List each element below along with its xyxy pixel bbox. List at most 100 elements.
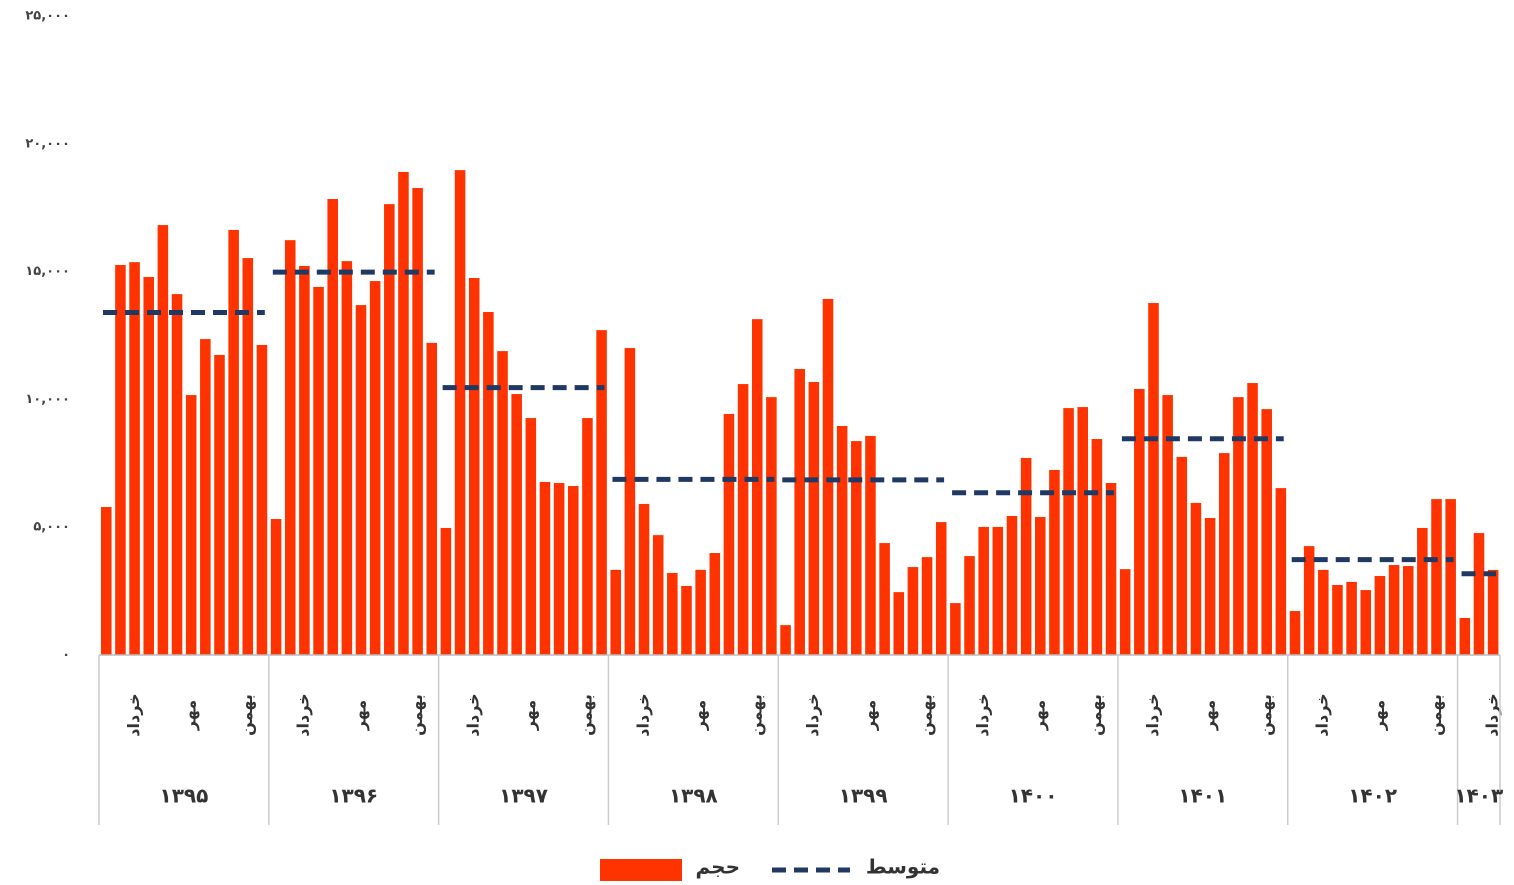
bar	[412, 188, 423, 655]
bar	[1261, 409, 1272, 655]
bar	[1162, 395, 1173, 655]
y-tick-label: ۱۵,۰۰۰	[25, 264, 70, 279]
x-tick-label: مهر	[1030, 700, 1049, 731]
legend-label: حجم	[695, 855, 740, 879]
bar	[398, 171, 409, 655]
group-label: ۱۴۰۰	[1009, 784, 1058, 808]
bar	[865, 435, 876, 655]
bar	[624, 348, 636, 655]
bar	[1020, 457, 1032, 655]
bar	[964, 556, 975, 655]
bar	[143, 276, 155, 655]
bar	[1049, 469, 1060, 655]
x-tick-label: بهمن	[916, 694, 935, 736]
bar	[1459, 617, 1471, 655]
y-tick-label: ۱۰,۰۰۰	[25, 392, 70, 407]
bar	[1487, 569, 1499, 655]
x-tick-label: خرداد	[1143, 693, 1162, 736]
bar	[1431, 499, 1442, 655]
bar	[426, 342, 438, 655]
legend-swatch	[600, 859, 682, 881]
x-tick-label: مهر	[1199, 700, 1218, 731]
bar	[355, 305, 367, 655]
bar	[539, 481, 551, 655]
group-label: ۱۴۰۳	[1454, 784, 1503, 808]
bar	[1218, 453, 1230, 655]
x-tick-label: بهمن	[577, 694, 596, 736]
x-tick-label: مهر	[350, 700, 369, 731]
legend-label: متوسط	[866, 855, 940, 879]
x-tick-label: بهمن	[747, 694, 766, 736]
bar	[1119, 569, 1131, 655]
bar	[596, 330, 607, 655]
bar	[1176, 456, 1188, 655]
bar	[610, 569, 622, 655]
x-tick-label: بهمن	[407, 694, 426, 736]
x-tick-label: مهر	[180, 700, 199, 731]
bar	[553, 482, 565, 655]
bar	[737, 384, 749, 655]
bar	[511, 394, 522, 655]
bar	[780, 625, 791, 655]
bar	[907, 567, 919, 655]
bar	[483, 311, 494, 655]
bar	[1134, 388, 1145, 655]
bar	[709, 553, 721, 655]
group-label: ۱۳۹۶	[329, 784, 378, 808]
group-label: ۱۳۹۸	[669, 784, 718, 808]
group-label: ۱۳۹۷	[499, 784, 548, 808]
bar	[1275, 488, 1287, 655]
bar	[214, 354, 225, 655]
bar	[695, 569, 706, 655]
bar	[1233, 397, 1244, 655]
bar	[638, 503, 650, 655]
bar	[836, 425, 848, 655]
bar	[978, 526, 989, 655]
bar	[1148, 303, 1159, 655]
bar	[1035, 516, 1046, 655]
bar	[242, 258, 254, 655]
x-tick-label: بهمن	[237, 694, 256, 736]
bar	[525, 418, 537, 655]
x-tick-label: مهر	[1369, 700, 1388, 731]
bar	[1360, 590, 1372, 655]
group-label: ۱۴۰۱	[1178, 784, 1227, 808]
bar	[468, 277, 480, 655]
bar	[1473, 533, 1485, 655]
bar	[1077, 407, 1089, 655]
bar	[1289, 611, 1301, 655]
x-tick-label: مهر	[520, 700, 539, 731]
bar	[228, 229, 239, 655]
bar	[327, 199, 338, 656]
bar	[950, 603, 961, 655]
x-tick-label: خرداد	[1482, 693, 1501, 736]
x-tick-label: خرداد	[973, 693, 992, 736]
bar	[101, 507, 112, 655]
bar	[299, 265, 310, 655]
bar	[822, 298, 834, 655]
bar	[723, 413, 735, 655]
bar	[115, 264, 126, 655]
bar	[568, 486, 579, 655]
x-tick-label: خرداد	[1313, 693, 1332, 736]
bar	[185, 395, 197, 655]
bar	[893, 592, 905, 655]
bar	[1091, 439, 1103, 655]
bar	[1332, 584, 1343, 655]
bar	[1346, 581, 1357, 655]
bar	[1388, 565, 1400, 655]
bar	[582, 418, 593, 655]
bar	[751, 319, 763, 655]
group-label: ۱۳۹۹	[839, 784, 888, 808]
bar	[794, 368, 805, 655]
bar	[1417, 527, 1428, 655]
bar	[171, 294, 183, 655]
bar	[270, 519, 282, 655]
bar	[1204, 517, 1216, 655]
x-tick-label: بهمن	[1256, 694, 1275, 736]
bar	[992, 526, 1004, 655]
y-tick-label: ۵,۰۰۰	[33, 520, 70, 535]
bar	[681, 585, 692, 655]
bar	[384, 204, 395, 656]
